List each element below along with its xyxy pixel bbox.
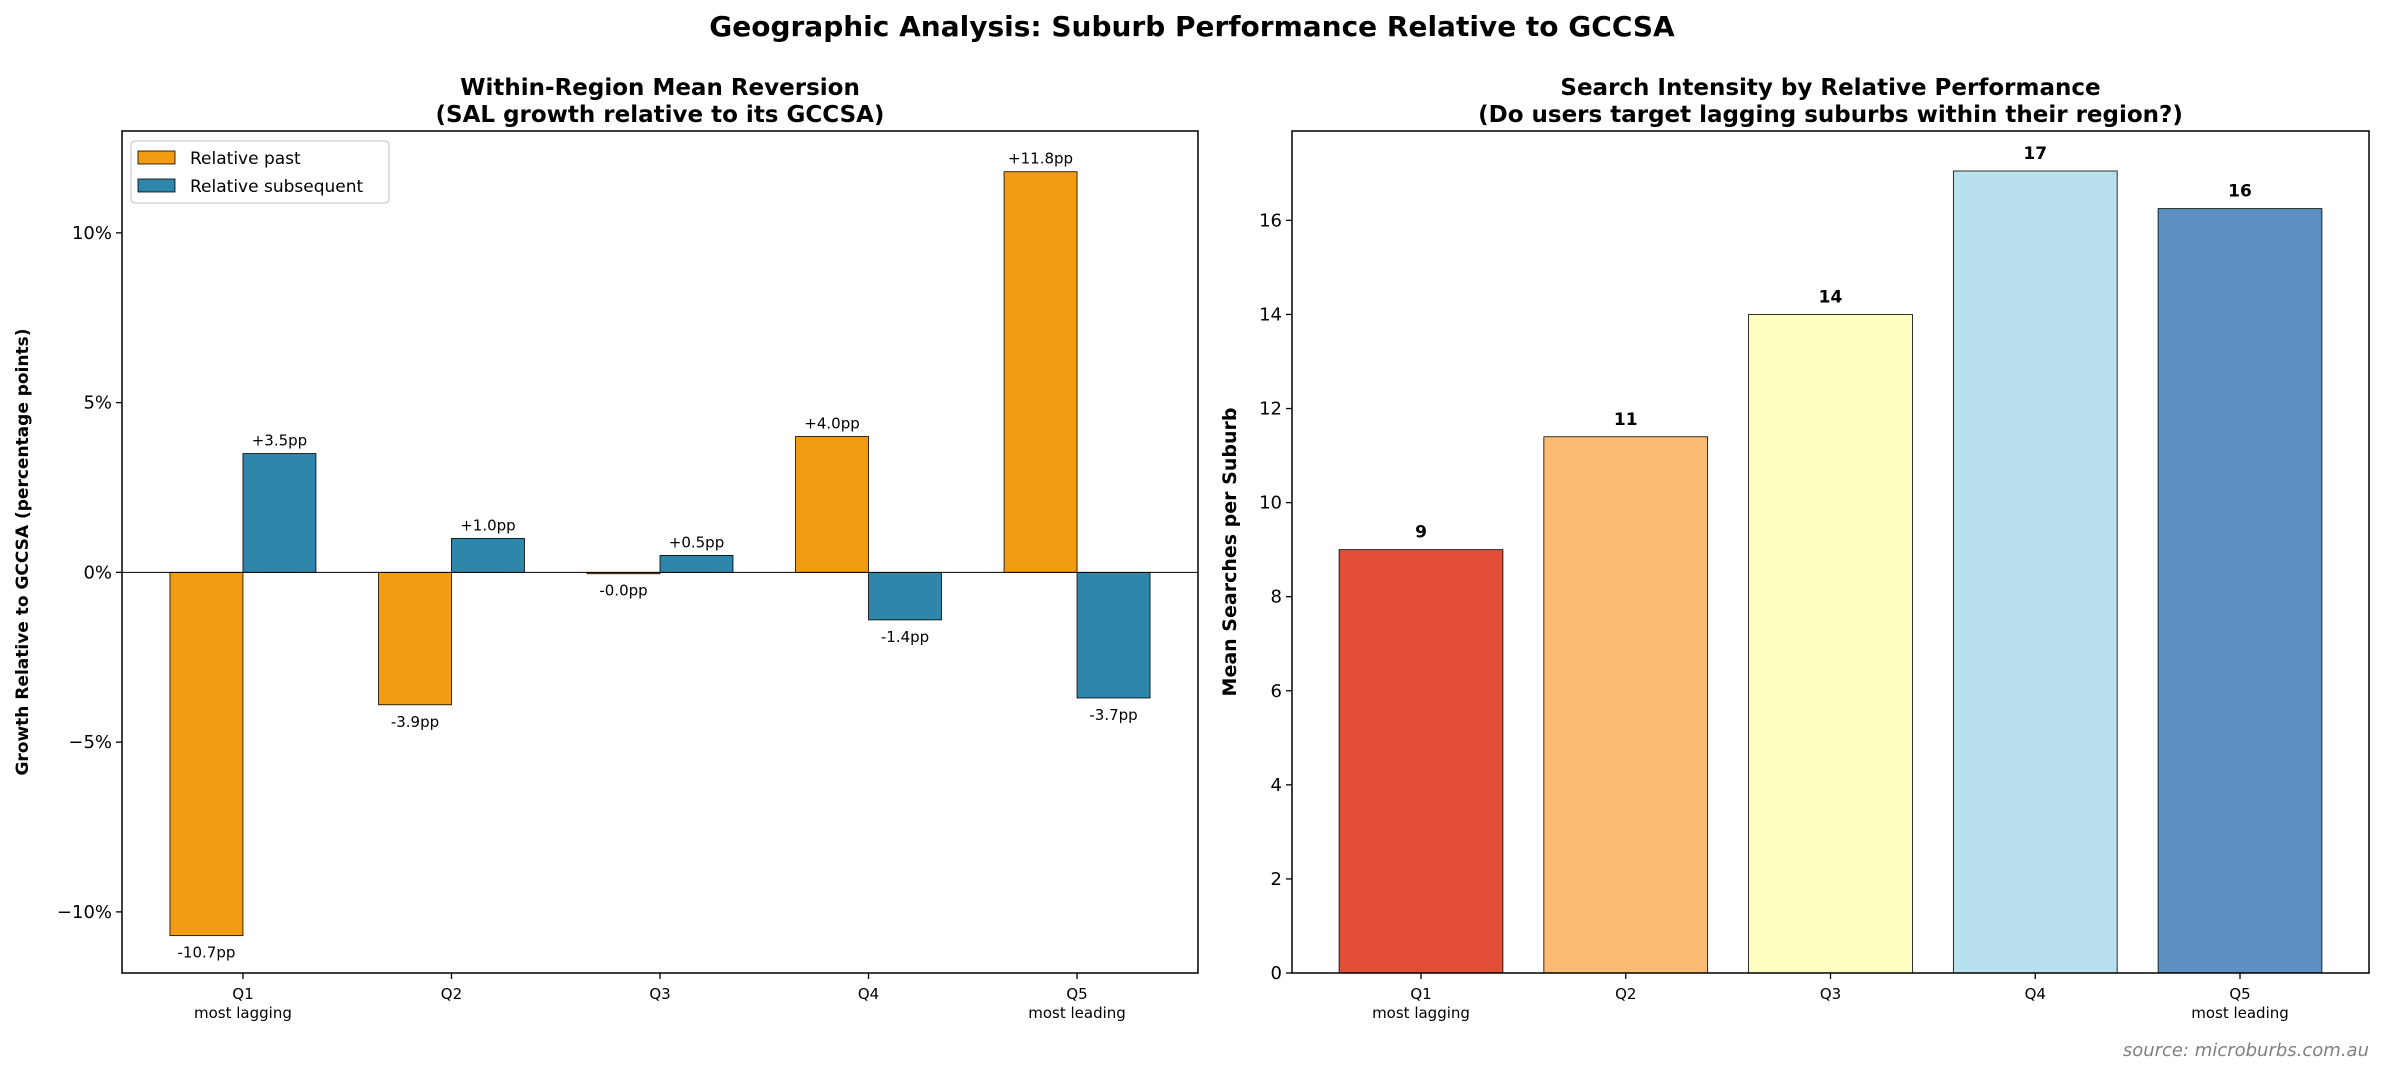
plot-frame [1291,130,2370,974]
y-tick-label: 6 [1271,681,1282,702]
x-tick-label: most lagging [1372,1004,1470,1022]
data-label: 9 [1415,523,1427,543]
data-label: -1.4pp [881,628,929,646]
x-tick-label: most leading [1028,1004,1126,1022]
data-label: -10.7pp [178,944,236,962]
left-chart: Within-Region Mean Reversion(SAL growth … [13,75,1199,1022]
bar-subsequent [868,571,942,621]
data-label: +3.5pp [252,432,307,450]
chart-title: Within-Region Mean Reversion [460,75,860,101]
chart-title: Search Intensity by Relative Performance [1560,75,2100,101]
y-tick-label: 8 [1271,587,1282,608]
data-label: 17 [2023,144,2047,164]
y-tick-label: −10% [57,902,112,923]
legend-swatch [137,150,176,165]
y-tick-label: 2 [1271,869,1282,890]
bar-subsequent [659,554,734,573]
bar-past [1003,171,1078,573]
bar [1748,314,1913,974]
x-tick-label: Q1 [1410,985,1431,1003]
bar [1338,549,1504,974]
y-axis-label: Growth Relative to GCCSA (percentage poi… [13,328,33,775]
data-label: 14 [1819,287,1843,307]
bar-past [378,571,452,706]
x-tick-label: Q2 [441,985,462,1003]
bar-subsequent [451,538,525,573]
legend: Relative past Relative subsequent [130,140,390,204]
data-label: 11 [1614,410,1638,430]
y-tick-label: 0% [83,562,112,583]
x-tick-label: Q3 [1820,985,1841,1003]
bar [1543,436,1709,974]
y-tick-label: 16 [1259,210,1282,231]
bar-subsequent [242,453,317,573]
data-label: +1.0pp [460,516,515,534]
y-tick-label: 10 [1259,493,1282,514]
chart-title: (Do users target lagging suburbs within … [1478,102,2183,128]
x-tick-label: Q5 [1066,985,1087,1003]
bar-past [169,571,244,937]
data-label: -3.7pp [1089,706,1137,724]
plot-frame [121,130,1199,974]
legend-swatch [137,178,176,193]
legend-label: Relative past [190,149,301,169]
data-label: -3.9pp [391,713,439,731]
y-tick-label: −5% [68,732,112,753]
chart-title: (SAL growth relative to its GCCSA) [436,102,885,128]
bar [2157,208,2323,974]
data-label: 16 [2228,182,2252,202]
data-label: -0.0pp [599,582,647,600]
y-tick-label: 0 [1271,963,1282,984]
x-tick-label: most lagging [194,1004,292,1022]
data-label: +4.0pp [804,415,859,433]
bar [1952,170,2118,974]
x-tick-label: Q3 [649,985,670,1003]
bar-subsequent [1076,571,1151,699]
y-tick-label: 5% [83,393,112,414]
y-axis-label: Mean Searches per Suburb [1219,408,1241,697]
x-tick-label: most leading [2191,1004,2289,1022]
y-tick-label: 10% [72,223,112,244]
y-tick-label: 4 [1271,775,1282,796]
y-tick-label: 14 [1259,304,1282,325]
source-note: source: microburbs.com.au [2123,1040,2369,1061]
x-tick-label: Q4 [858,985,879,1003]
data-label: +0.5pp [669,533,724,551]
x-tick-label: Q2 [1615,985,1636,1003]
y-tick-label: 12 [1259,399,1282,420]
figure-title: Geographic Analysis: Suburb Performance … [709,10,1675,43]
x-tick-label: Q4 [2025,985,2046,1003]
legend-box [130,140,390,204]
x-tick-label: Q1 [232,985,253,1003]
bar-past [795,436,869,573]
x-tick-label: Q5 [2229,985,2250,1003]
legend-label: Relative subsequent [190,177,363,197]
data-label: +11.8pp [1008,150,1073,168]
right-chart: Search Intensity by Relative Performance… [1219,75,2370,1022]
